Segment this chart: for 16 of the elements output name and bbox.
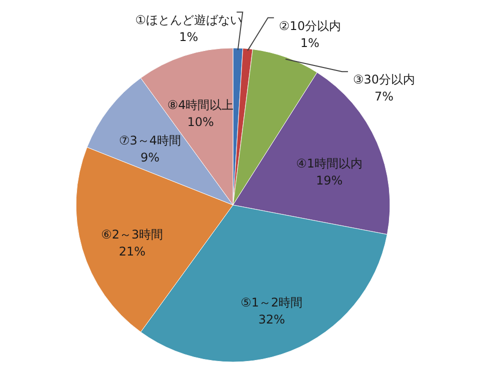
slice-label: ④1時間以内 [296, 156, 363, 170]
data-label: 1% [300, 36, 320, 50]
data-label: 7% [374, 90, 394, 104]
slice-label: ①ほとんど遊ばない [135, 13, 242, 28]
data-label: 10% [187, 115, 214, 130]
slice-label: ③30分以内 [352, 72, 415, 87]
data-label: 1% [179, 30, 198, 44]
slice-label: ②10分以内 [278, 18, 341, 33]
data-label: 21% [118, 244, 146, 258]
slice-label: ⑤1～2時間 [240, 296, 303, 310]
slice-label: ⑥2～3時間 [101, 227, 164, 242]
data-label: 9% [140, 150, 160, 165]
slice-label: ⑧4時間以上 [167, 98, 234, 112]
data-label: 32% [258, 312, 285, 327]
data-label: 19% [316, 173, 343, 188]
slice-label: ⑦3～4時間 [119, 134, 182, 148]
